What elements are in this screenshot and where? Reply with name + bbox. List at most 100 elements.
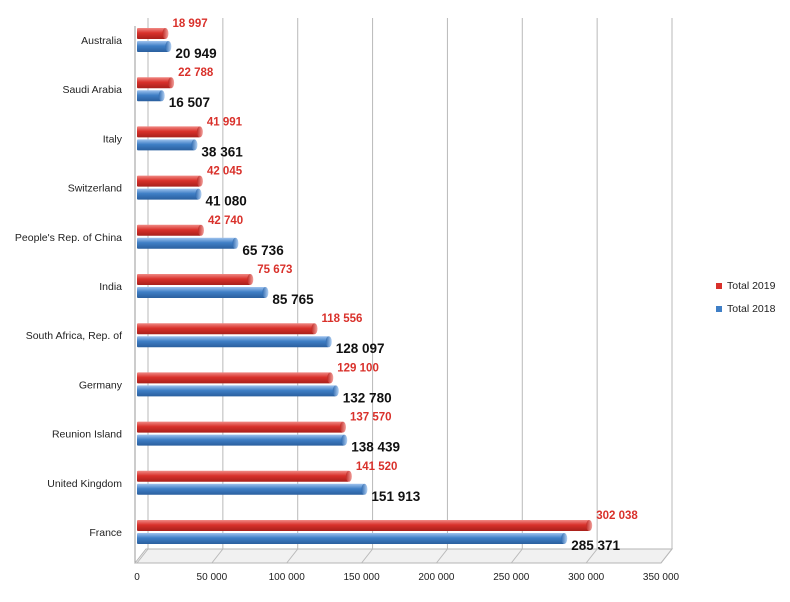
value-label-2019: 137 570 [350,412,392,424]
bar-cap-2018 [232,237,239,249]
label-layer: 0 50 000 100 000 150 000 200 000 250 000 300 0… [15,18,680,583]
value-label-2018: 151 913 [371,489,420,504]
value-label-2019: 141 520 [356,461,398,473]
category-label: People's Rep. of China [15,232,122,244]
bar-cap-2018 [195,188,202,200]
bar-cap-2018 [561,533,568,544]
bar-cap-2018 [165,41,172,52]
value-label-2018: 138 439 [351,440,400,455]
gridline-floor-3 [361,548,373,564]
value-label-2019: 18 997 [172,18,207,30]
bar-cap-2018 [158,90,165,102]
gridline-floor-7 [660,548,673,564]
value-label-2018: 38 361 [201,144,243,159]
bar-2018 [137,434,345,446]
bar-cap-2019 [339,421,346,433]
bar-cap-2018 [361,483,368,495]
value-label-2019: 302 038 [596,510,638,522]
category-label: United Kingdom [47,478,122,490]
gridline-floor-0 [136,548,149,564]
bar-2019 [137,175,200,187]
legend-label-2018: Total 2018 [727,303,776,315]
x-tick-label: 350 000 [643,572,680,583]
bar-cap-2019 [162,28,169,39]
bar-2019 [137,77,172,89]
value-label-2019: 42 045 [207,166,243,178]
bar-2018 [137,483,365,495]
bar-2018 [137,287,266,298]
bar-2018 [137,41,169,52]
legend-swatch-2019 [716,283,722,289]
bar-cap-2018 [341,434,348,446]
value-label-2019: 22 788 [178,67,214,79]
bar-2018 [137,139,195,151]
bar-2018 [137,533,565,544]
gridline-floor-6 [585,548,598,564]
x-tick-label: 100 000 [269,572,306,583]
bar-2018 [137,90,162,102]
gridline-floor-1 [211,548,224,564]
value-label-2018: 285 371 [571,538,620,553]
category-label: Saudi Arabia [62,84,122,96]
bar-cap-2019 [196,126,203,138]
x-tick-label: 200 000 [418,572,455,583]
bar-2019 [137,126,200,138]
category-label: South Africa, Rep. of [26,330,122,342]
bar-cap-2019 [197,224,204,236]
x-tick-label: 50 000 [197,572,228,583]
value-label-2019: 41 991 [207,116,243,128]
x-tick-label: 150 000 [343,572,380,583]
bar-cap-2019 [327,372,334,384]
value-label-2018: 132 780 [343,390,392,405]
value-label-2019: 75 673 [257,264,292,276]
bar-2018 [137,385,336,397]
x-tick-label: 250 000 [493,572,530,583]
value-label-2019: 118 556 [321,313,362,325]
bar-cap-2019 [168,77,175,89]
gridline-floor-4 [436,548,448,564]
bar-cap-2018 [262,287,269,298]
value-label-2018: 20 949 [175,46,216,61]
category-label: Australia [81,35,122,47]
legend: Total 2019 Total 2018 [716,280,776,315]
category-label: Italy [103,133,123,145]
bar-cap-2019 [586,520,593,531]
bar-2019 [137,274,251,285]
value-label-2018: 41 080 [206,194,247,209]
bar-2019 [137,224,201,236]
gridline-floor-5 [510,548,523,564]
bar-cap-2019 [345,470,352,482]
category-label: Reunion Island [52,429,122,441]
value-label-2018: 128 097 [336,341,385,356]
x-tick-label: 0 [134,572,140,583]
x-tick-label: 300 000 [568,572,605,583]
category-label: Germany [79,379,123,391]
bar-layer [137,28,593,544]
bar-2019 [137,421,343,433]
bar-cap-2019 [196,175,203,187]
bar-2019 [137,520,590,531]
bar-2019 [137,470,349,482]
legend-label-2019: Total 2019 [727,280,776,292]
bar-2019 [137,323,315,335]
bar-cap-2019 [311,323,318,335]
legend-swatch-2018 [716,306,722,312]
value-label-2019: 129 100 [337,362,379,374]
bar-2018 [137,188,199,200]
bar-cap-2018 [325,336,332,348]
grid-layer [133,18,674,564]
bar-2018 [137,237,236,249]
category-label: France [89,527,122,539]
bar-2019 [137,28,166,39]
value-label-2018: 16 507 [169,95,210,110]
category-label: Switzerland [68,183,122,195]
value-label-2018: 65 736 [242,243,284,258]
value-label-2019: 42 740 [208,215,243,227]
value-label-2018: 85 765 [272,292,314,307]
bar-2019 [137,372,331,384]
bar-cap-2018 [332,385,339,397]
category-label: India [99,281,122,293]
bar-cap-2018 [191,139,198,151]
